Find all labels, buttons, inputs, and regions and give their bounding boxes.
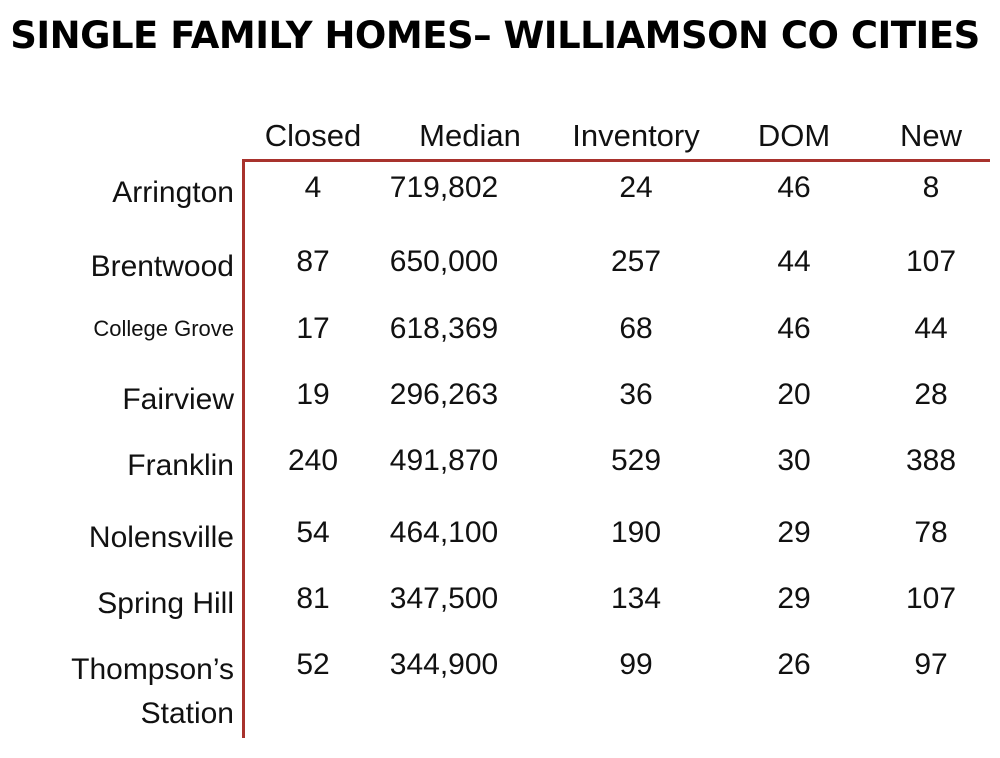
cell-inventory: 68 bbox=[619, 312, 653, 345]
cell-median: 464,100 bbox=[389, 516, 499, 549]
column-header-dom: DOM bbox=[757, 118, 831, 153]
table-row: Brentwood 87 650,000 257 44 107 bbox=[0, 245, 1000, 305]
cell-dom: 20 bbox=[777, 378, 811, 411]
cell-dom: 46 bbox=[777, 171, 811, 204]
column-header-new: New bbox=[899, 118, 962, 153]
cell-median: 344,900 bbox=[389, 648, 499, 681]
table-vertical-rule bbox=[242, 160, 245, 738]
cell-closed: 19 bbox=[296, 378, 330, 411]
table-row: Arrington 4 719,802 24 46 8 bbox=[0, 171, 1000, 231]
cell-inventory: 134 bbox=[610, 582, 662, 615]
cell-median: 650,000 bbox=[389, 245, 499, 278]
cell-closed: 87 bbox=[296, 245, 330, 278]
cell-inventory: 36 bbox=[619, 378, 653, 411]
cell-new: 107 bbox=[905, 582, 957, 615]
cell-new: 107 bbox=[905, 245, 957, 278]
cell-inventory: 24 bbox=[619, 171, 653, 204]
city-label: Nolensville bbox=[88, 521, 234, 554]
cell-inventory: 257 bbox=[610, 245, 662, 278]
city-label: Arrington bbox=[112, 176, 234, 209]
table-row: Thompson’s Station 52 344,900 99 26 97 bbox=[0, 648, 1000, 738]
cell-dom: 44 bbox=[777, 245, 811, 278]
column-header-median: Median bbox=[419, 118, 521, 153]
cell-closed: 52 bbox=[296, 648, 330, 681]
cell-dom: 30 bbox=[777, 444, 811, 477]
city-label: Thompson’s Station bbox=[71, 648, 234, 736]
city-label: Spring Hill bbox=[97, 587, 234, 620]
cell-new: 78 bbox=[914, 516, 948, 549]
city-label-line1: Thompson’s bbox=[71, 653, 234, 686]
cell-closed: 17 bbox=[296, 312, 330, 345]
cell-inventory: 529 bbox=[610, 444, 662, 477]
cell-median: 618,369 bbox=[389, 312, 499, 345]
cell-new: 28 bbox=[914, 378, 948, 411]
cell-closed: 81 bbox=[296, 582, 330, 615]
cell-dom: 29 bbox=[777, 516, 811, 549]
cell-closed: 240 bbox=[287, 444, 339, 477]
table-horizontal-rule bbox=[242, 159, 990, 162]
cell-inventory: 190 bbox=[610, 516, 662, 549]
city-label-line2: Station bbox=[140, 697, 234, 730]
cell-median: 296,263 bbox=[389, 378, 499, 411]
cell-new: 44 bbox=[914, 312, 948, 345]
city-label: Franklin bbox=[127, 449, 234, 482]
table-row: Fairview 19 296,263 36 20 28 bbox=[0, 378, 1000, 438]
cell-new: 97 bbox=[914, 648, 948, 681]
column-header-inventory: Inventory bbox=[572, 118, 700, 153]
page-title: SINGLE FAMILY HOMES– WILLIAMSON CO CITIE… bbox=[10, 14, 980, 57]
city-label: College Grove bbox=[93, 316, 234, 341]
table-row: Franklin 240 491,870 529 30 388 bbox=[0, 444, 1000, 504]
city-label: Fairview bbox=[122, 383, 234, 416]
table-row: College Grove 17 618,369 68 46 44 bbox=[0, 312, 1000, 372]
cell-dom: 26 bbox=[777, 648, 811, 681]
table-row: Nolensville 54 464,100 190 29 78 bbox=[0, 516, 1000, 576]
cell-closed: 4 bbox=[304, 171, 322, 204]
cell-median: 491,870 bbox=[389, 444, 499, 477]
cell-closed: 54 bbox=[296, 516, 330, 549]
cell-inventory: 99 bbox=[619, 648, 653, 681]
column-header-closed: Closed bbox=[264, 118, 362, 153]
table-row: Spring Hill 81 347,500 134 29 107 bbox=[0, 582, 1000, 642]
cell-new: 388 bbox=[905, 444, 957, 477]
cell-median: 347,500 bbox=[389, 582, 499, 615]
cell-dom: 46 bbox=[777, 312, 811, 345]
city-label: Brentwood bbox=[90, 250, 234, 283]
cell-dom: 29 bbox=[777, 582, 811, 615]
cell-median: 719,802 bbox=[389, 171, 499, 204]
cell-new: 8 bbox=[922, 171, 940, 204]
